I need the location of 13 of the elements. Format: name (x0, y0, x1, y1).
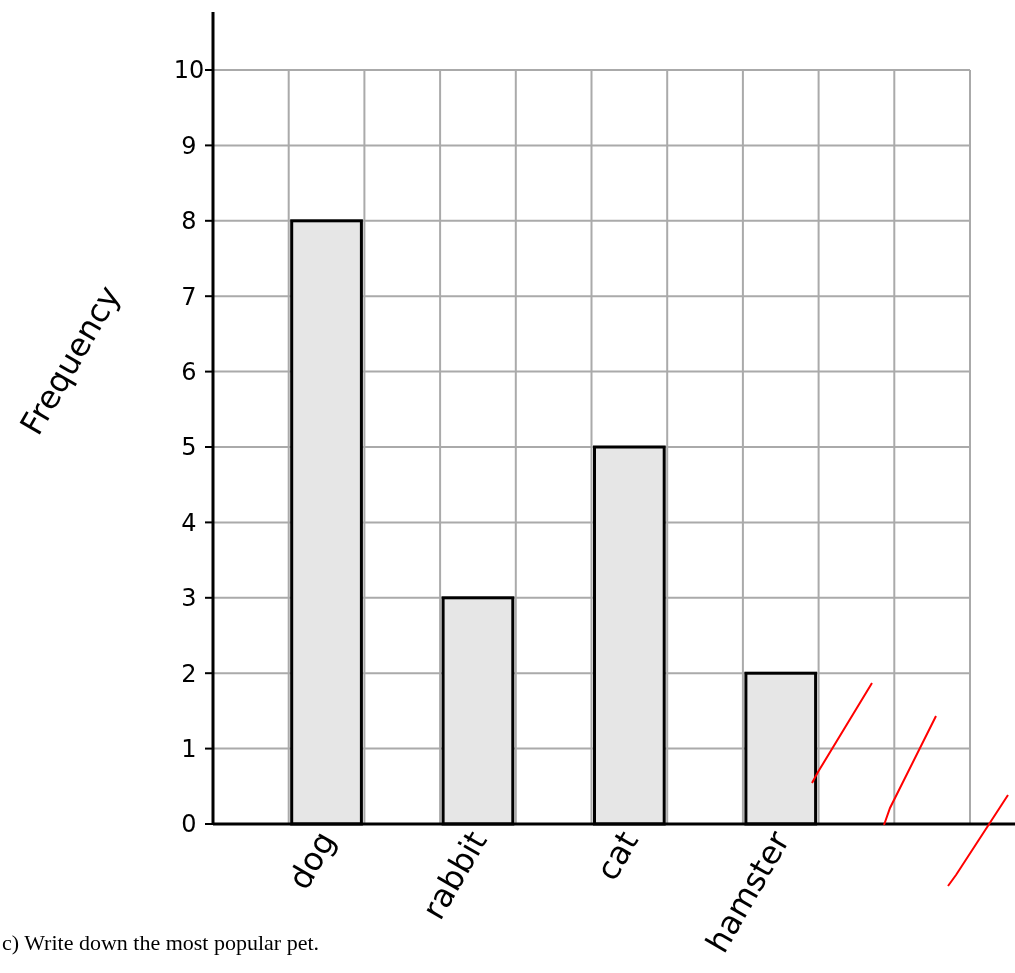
y-tick-label: 4 (181, 508, 197, 537)
y-tick-label: 8 (181, 207, 197, 236)
text: c) Write down the most popular pet. (2, 930, 320, 955)
y-tick-label: 9 (181, 131, 197, 160)
y-tick-label: 0 (181, 810, 197, 839)
y-tick-label: 1 (181, 735, 197, 763)
y-tick-label: 3 (181, 584, 197, 613)
y-tick-label: 10 (173, 56, 205, 85)
y-tick-label: 7 (181, 282, 197, 311)
y-tick-label: 5 (181, 433, 197, 462)
x-tick-label: cat (588, 824, 646, 887)
y-tick-label: 6 (181, 358, 197, 386)
y-tick-label: 2 (181, 659, 197, 688)
